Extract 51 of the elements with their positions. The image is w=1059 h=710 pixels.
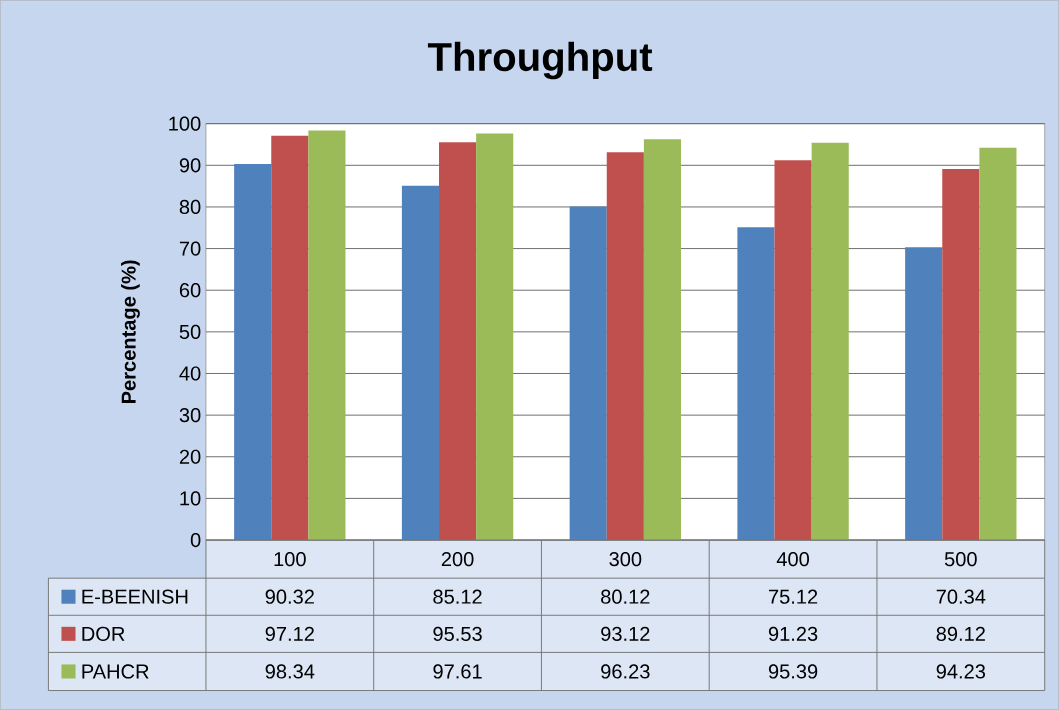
data-label: 70.34 (936, 589, 986, 604)
data-label: 94.23 (936, 664, 986, 679)
data-label: 93.12 (601, 626, 650, 642)
data-label: 85.12 (433, 589, 482, 604)
y-tick-label: 90 (179, 158, 201, 173)
data-label: 97.61 (433, 664, 482, 679)
y-tick-label: 20 (179, 449, 201, 464)
data-label: 80.12 (601, 589, 650, 604)
bar (476, 133, 514, 541)
data-label: 90.32 (265, 589, 314, 604)
bar (271, 135, 309, 541)
bar (234, 164, 272, 541)
x-tick-label: 500 (944, 552, 977, 567)
y-tick-label: 100 (169, 116, 201, 131)
data-label: 89.12 (936, 626, 985, 642)
data-label: 95.39 (768, 664, 818, 679)
y-tick-label: 40 (179, 366, 201, 381)
legend-label: PAHCR (82, 664, 149, 679)
bar (774, 160, 812, 541)
bar (606, 152, 644, 541)
y-tick-label: 10 (180, 491, 201, 506)
bar (905, 247, 943, 541)
bar (942, 169, 980, 541)
x-tick-label: 400 (776, 552, 810, 567)
data-label: 75.12 (768, 589, 818, 604)
bar (811, 142, 849, 541)
y-tick-label: 30 (179, 408, 201, 423)
bar (439, 142, 477, 541)
bar (979, 147, 1017, 541)
data-label: 96.23 (601, 664, 650, 679)
bar (643, 139, 682, 541)
legend-label: E-BEENISH (82, 589, 188, 604)
bar (737, 227, 775, 541)
y-tick-label: 0 (190, 532, 201, 548)
x-tick-label: 100 (274, 552, 306, 567)
x-tick-label: 200 (441, 552, 474, 567)
y-tick-label: 50 (179, 324, 201, 340)
legend-label: DOR (82, 626, 125, 642)
data-label: 91.23 (768, 626, 818, 642)
y-tick-label: 80 (179, 199, 201, 215)
bar (401, 185, 440, 541)
y-tick-label: 70 (179, 241, 201, 256)
x-tick-label: 300 (609, 552, 642, 567)
bar (569, 206, 607, 541)
data-label: 97.12 (265, 626, 314, 642)
y-axis-title: Percentage (%) (121, 260, 140, 404)
data-label: 98.34 (265, 664, 315, 679)
data-label: 95.53 (433, 626, 482, 642)
chart-title: Throughput (427, 41, 653, 80)
bar (308, 130, 346, 541)
y-tick-label: 60 (179, 283, 201, 298)
